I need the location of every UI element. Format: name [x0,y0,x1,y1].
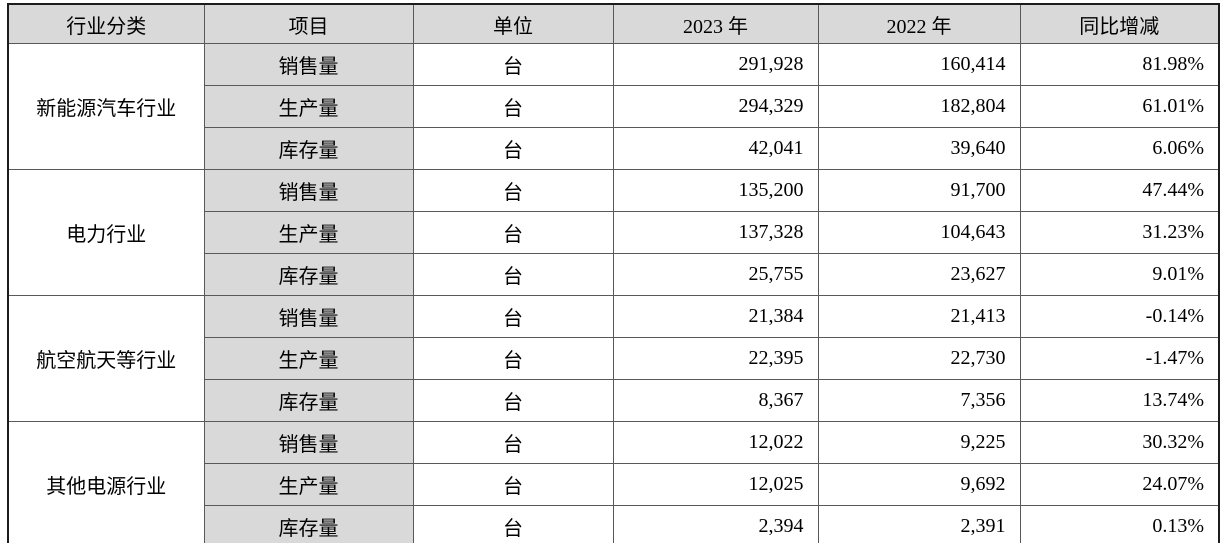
value-2023-cell: 12,025 [612,463,819,506]
value-2023-cell: 8,367 [612,379,819,422]
table-row: 库存量 台 2,394 2,391 0.13% [8,505,1220,543]
table-row: 生产量 台 12,025 9,692 24.07% [8,463,1220,506]
header-unit: 单位 [412,3,614,44]
unit-cell: 台 [412,295,614,338]
table-row: 生产量 台 294,329 182,804 61.01% [8,85,1220,128]
yoy-cell: 13.74% [1019,379,1220,422]
item-cell: 生产量 [203,85,414,128]
industry-production-sales-table: 行业分类 项目 单位 2023 年 2022 年 同比增减 新能源汽车行业 销售… [7,3,1220,543]
value-2022-cell: 91,700 [817,169,1021,212]
unit-cell: 台 [412,253,614,296]
value-2023-cell: 12,022 [612,421,819,464]
item-cell: 销售量 [203,169,414,212]
table-row: 电力行业 销售量 台 135,200 91,700 47.44% [7,169,1220,296]
yoy-cell: 81.98% [1019,43,1220,86]
industry-name-cell: 电力行业 [7,169,205,296]
yoy-cell: 6.06% [1019,127,1220,170]
value-2023-cell: 22,395 [612,337,819,380]
item-cell: 生产量 [203,337,414,380]
industry-name-cell: 航空航天等行业 [7,295,205,422]
yoy-cell: 0.13% [1019,505,1220,543]
yoy-cell: -1.47% [1019,337,1220,380]
value-2022-cell: 21,413 [817,295,1021,338]
table-row: 库存量 台 8,367 7,356 13.74% [8,379,1220,422]
unit-cell: 台 [412,127,614,170]
unit-cell: 台 [412,337,614,380]
item-cell: 库存量 [203,379,414,422]
industry-name-cell: 其他电源行业 [7,421,205,543]
item-cell: 生产量 [203,463,414,506]
yoy-cell: 61.01% [1019,85,1220,128]
value-2022-cell: 9,692 [817,463,1021,506]
value-2022-cell: 2,391 [817,505,1021,543]
unit-cell: 台 [412,505,614,543]
unit-cell: 台 [412,43,614,86]
yoy-cell: 9.01% [1019,253,1220,296]
value-2022-cell: 9,225 [817,421,1021,464]
value-2023-cell: 135,200 [612,169,819,212]
table-row: 库存量 台 42,041 39,640 6.06% [8,127,1220,170]
table-row: 航空航天等行业 销售量 台 21,384 21,413 -0.14% [7,295,1220,422]
header-industry-category: 行业分类 [7,3,205,44]
item-cell: 销售量 [203,295,414,338]
value-2023-cell: 2,394 [612,505,819,543]
table-header-row: 行业分类 项目 单位 2023 年 2022 年 同比增减 [7,3,1220,44]
value-2023-cell: 291,928 [612,43,819,86]
item-cell: 库存量 [203,127,414,170]
header-yoy-change: 同比增减 [1019,3,1220,44]
header-item: 项目 [203,3,414,44]
value-2022-cell: 104,643 [817,211,1021,254]
yoy-cell: -0.14% [1019,295,1220,338]
value-2022-cell: 23,627 [817,253,1021,296]
value-2023-cell: 294,329 [612,85,819,128]
value-2023-cell: 25,755 [612,253,819,296]
value-2022-cell: 160,414 [817,43,1021,86]
value-2023-cell: 21,384 [612,295,819,338]
yoy-cell: 24.07% [1019,463,1220,506]
item-cell: 销售量 [203,421,414,464]
header-year-2023: 2023 年 [612,3,819,44]
unit-cell: 台 [412,211,614,254]
industry-name-cell: 新能源汽车行业 [7,43,205,170]
value-2022-cell: 39,640 [817,127,1021,170]
yoy-cell: 30.32% [1019,421,1220,464]
item-cell: 库存量 [203,253,414,296]
unit-cell: 台 [412,421,614,464]
table-row: 库存量 台 25,755 23,627 9.01% [8,253,1220,296]
unit-cell: 台 [412,169,614,212]
header-year-2022: 2022 年 [817,3,1021,44]
item-cell: 库存量 [203,505,414,543]
value-2022-cell: 7,356 [817,379,1021,422]
item-cell: 销售量 [203,43,414,86]
value-2023-cell: 42,041 [612,127,819,170]
yoy-cell: 47.44% [1019,169,1220,212]
item-cell: 生产量 [203,211,414,254]
value-2022-cell: 22,730 [817,337,1021,380]
table-row: 生产量 台 137,328 104,643 31.23% [8,211,1220,254]
unit-cell: 台 [412,85,614,128]
value-2022-cell: 182,804 [817,85,1021,128]
table-row: 生产量 台 22,395 22,730 -1.47% [8,337,1220,380]
yoy-cell: 31.23% [1019,211,1220,254]
unit-cell: 台 [412,463,614,506]
value-2023-cell: 137,328 [612,211,819,254]
unit-cell: 台 [412,379,614,422]
table-row: 新能源汽车行业 销售量 台 291,928 160,414 81.98% [7,43,1220,170]
table-row: 其他电源行业 销售量 台 12,022 9,225 30.32% [7,421,1220,543]
